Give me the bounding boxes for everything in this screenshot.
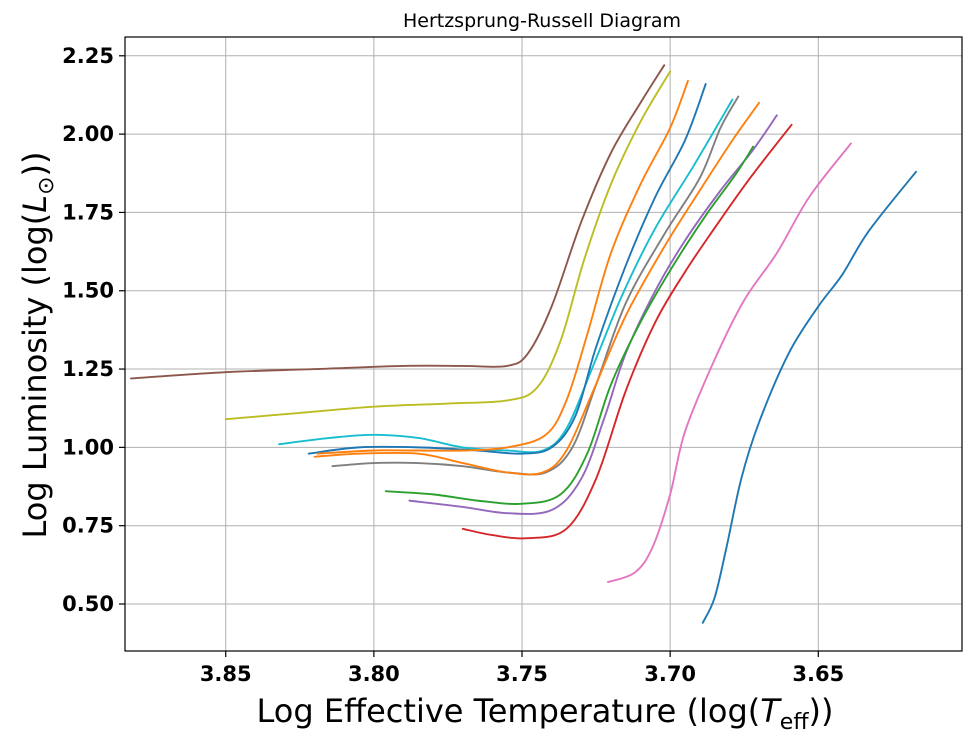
y-axis-label-subscript: ⊙ (34, 176, 59, 194)
y-tick-label: 1.00 (62, 435, 114, 459)
track-line-5 (384, 145, 755, 505)
x-tick-label: 3.75 (496, 662, 548, 686)
y-tick-label: 2.25 (62, 44, 114, 68)
x-axis-label: Log Effective Temperature (log(Teff)) (257, 692, 834, 735)
series-layer (129, 64, 918, 624)
chart-title: Hertzsprung-Russell Diagram (403, 10, 681, 32)
x-tick-label: 3.80 (348, 662, 400, 686)
y-tick-label: 1.75 (62, 200, 114, 224)
track-line-12 (129, 64, 666, 380)
y-axis-label-main: Log Luminosity (log( (16, 213, 54, 539)
y-tick-label: 0.75 (62, 514, 114, 538)
x-ticks: 3.85 3.80 3.75 3.70 3.65 (200, 651, 844, 686)
x-axis-label-main: Log Effective Temperature (log( (257, 692, 761, 730)
y-axis-label-end: )) (16, 152, 54, 177)
y-ticks: 0.50 0.75 1.00 1.25 1.50 1.75 2.00 2.25 (62, 44, 125, 616)
y-tick-label: 0.50 (62, 592, 114, 616)
x-tick-label: 3.70 (644, 662, 696, 686)
track-line-11 (224, 70, 672, 421)
track-line-3 (461, 123, 793, 540)
track-line-4 (408, 114, 778, 515)
grid (125, 37, 962, 651)
track-line-1 (701, 170, 918, 624)
track-line-7 (313, 101, 760, 476)
x-axis-label-symbol: T (760, 692, 782, 730)
plot-frame (124, 36, 963, 652)
y-axis-label: Log Luminosity (log(L⊙)) (16, 152, 59, 539)
y-axis-label-symbol: L (16, 195, 54, 213)
track-line-8 (278, 98, 734, 454)
x-tick-label: 3.85 (200, 662, 252, 686)
track-line-2 (606, 142, 852, 584)
y-tick-label: 1.50 (62, 279, 114, 303)
x-axis-label-end: )) (809, 692, 834, 730)
x-tick-label: 3.65 (792, 662, 844, 686)
y-tick-label: 2.00 (62, 122, 114, 146)
x-axis-label-subscript: eff (780, 710, 810, 735)
track-line-10 (316, 79, 689, 455)
y-tick-label: 1.25 (62, 357, 114, 381)
track-line-9 (307, 83, 707, 455)
track-line-6 (331, 95, 740, 476)
